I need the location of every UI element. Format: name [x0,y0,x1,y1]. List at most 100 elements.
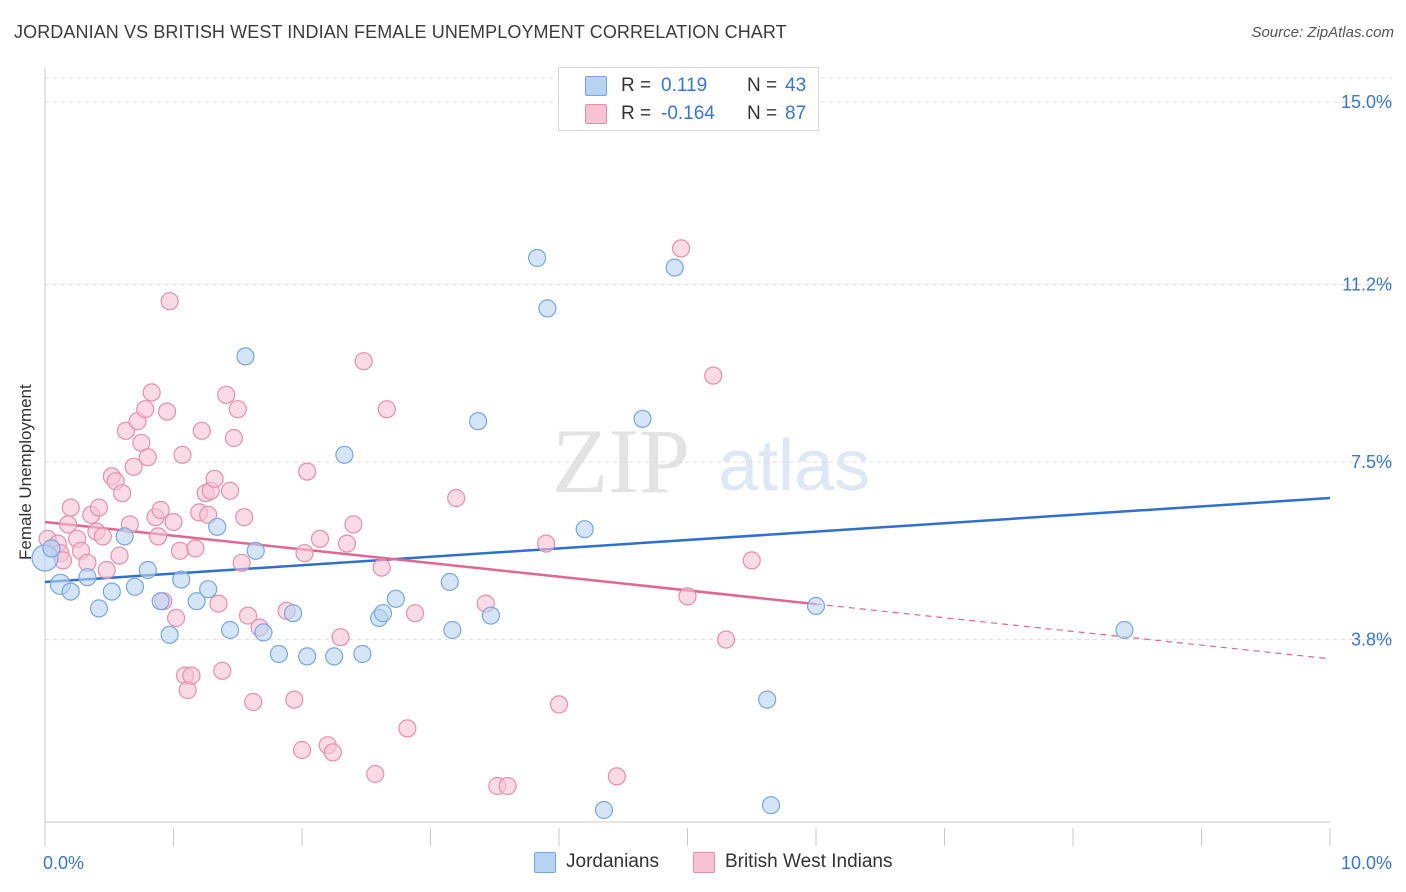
bwi-point [331,628,350,647]
jordanian-point [42,539,61,558]
jordanian-point [89,599,109,618]
jordanian-point [528,248,547,268]
jordanian-point [440,572,459,592]
bwi-point [372,558,391,577]
jordanian-point [172,570,191,589]
tick-labels: 3.8% 7.5% 11.2% 15.0% 0.0% 10.0% [43,92,1392,873]
legend-swatch-bwi [692,851,715,873]
bwi-point [366,764,385,784]
bwi-point [337,534,357,553]
legend-swatch-jordanians [585,76,607,96]
bwi-point [173,445,192,464]
series-legend: Jordanians British West Indians [534,851,927,873]
bwi-point [398,719,417,738]
jordanian-point [575,520,594,539]
jordanian-point [254,623,273,642]
jordanian-point [298,647,317,666]
legend-swatch-jordanians [534,851,556,873]
bwi-point [498,776,517,796]
y-tick-label: 11.2% [1342,274,1392,294]
y-tick-label: 3.8% [1351,630,1392,650]
legend-label-jordanians: Jordanians [566,851,659,872]
bwi-point [716,630,736,649]
jordanian-point [325,647,344,666]
bwi-point [323,743,342,762]
jordanian-point [633,409,652,428]
bwi-point [549,695,569,714]
bwi-point [220,481,240,500]
legend-r-value: -0.164 [661,103,715,124]
bwi-point [671,239,691,258]
bwi-point [160,292,179,311]
bwi-point [164,512,183,532]
legend-r-label: R = [621,103,652,124]
x-tick-label: 10.0% [1341,853,1392,873]
bwi-point [93,527,112,546]
jordanian-point [138,560,157,580]
bwi-point [61,498,80,517]
y-tick-label: 7.5% [1351,452,1392,472]
bwi-point [110,546,129,565]
bwi-point [138,448,157,467]
jordanian-point [220,620,240,640]
bwi-point [405,604,425,623]
bwi-point [298,462,317,481]
bwi-point [97,560,116,580]
jordanian-point [335,445,354,464]
bwi-point [704,366,723,385]
chart-title: JORDANIAN VS BRITISH WEST INDIAN FEMALE … [14,22,787,42]
jordanian-point [761,796,781,815]
jordanian-point [208,517,227,536]
bwi-point [354,352,373,371]
jordanian-point [283,604,303,623]
x-tick-label: 0.0% [43,853,84,873]
bwi-point [124,457,143,476]
bwi-point [678,587,697,606]
bwi-point [224,428,243,448]
bwi-point [295,544,314,563]
jordanian-point [353,644,372,664]
legend-swatch-bwi [585,104,607,124]
bwi-point [232,553,251,572]
jordanian-point [481,606,500,625]
bwi-point [285,690,304,709]
watermark-zip: ZIP [552,410,690,512]
jordanian-point [665,258,684,277]
jordanian-point [187,592,206,611]
jordanian-point [373,604,393,623]
jordanian-point [594,800,614,820]
legend-item-jordanians[interactable]: Jordanians [534,851,659,873]
bwi-point [209,594,228,613]
legend-label-bwi: British West Indians [724,851,893,872]
bwi-point [205,469,224,488]
bwi-point [238,606,258,625]
jordanian-point [151,592,170,611]
bwi-point [151,500,170,520]
bwi-point [157,402,177,421]
jordanian-point [538,299,557,318]
jordanian-point [468,412,488,431]
bwi-point [186,539,205,558]
bwi-point [136,400,155,419]
bwi-point [217,385,236,404]
legend-n-label: N = [747,103,778,124]
bwi-point [244,692,263,712]
bwi-point [235,508,254,527]
jordanian-point [236,347,255,366]
jordanian-point [61,582,80,601]
correlation-legend: R = 0.119 N = 43 R = -0.164 N = 87 [558,67,819,131]
jordanian-point [102,582,121,601]
source-label: Source: ZipAtlas.com [1251,24,1394,41]
bwi-point [148,527,168,546]
legend-row-jordanians: R = 0.119 N = 43 [585,72,806,100]
y-tick-label: 15.0% [1341,92,1392,112]
legend-item-bwi[interactable]: British West Indians [692,851,893,873]
jordanian-point [199,580,218,599]
bwi-point [213,661,232,680]
bwi-point [292,740,312,760]
bwi-point [166,608,186,628]
bwi-point [447,488,466,508]
bwi-point [228,400,247,419]
jordanian-point [758,690,777,709]
